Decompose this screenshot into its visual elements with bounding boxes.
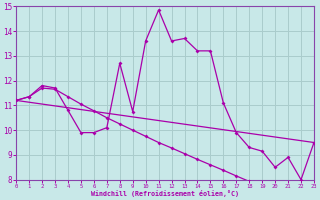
X-axis label: Windchill (Refroidissement éolien,°C): Windchill (Refroidissement éolien,°C) [91,190,239,197]
